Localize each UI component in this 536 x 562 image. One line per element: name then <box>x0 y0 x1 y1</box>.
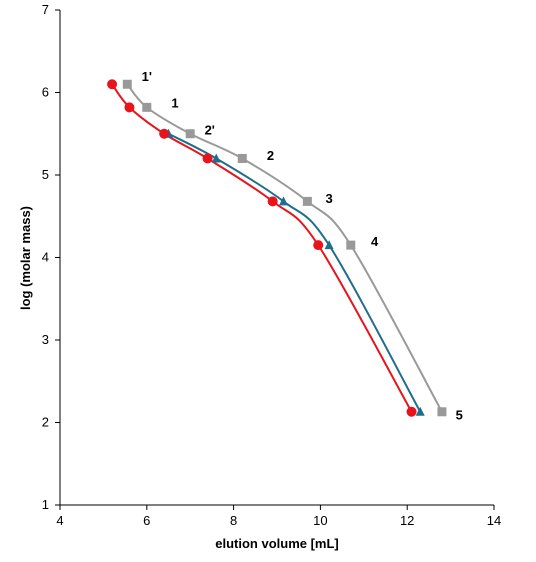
circle-series-curve <box>111 83 413 413</box>
x-tick-label: 10 <box>313 513 327 528</box>
triangle-marker <box>211 153 221 163</box>
y-tick-label: 4 <box>42 250 49 265</box>
point-label: 5 <box>456 407 463 422</box>
y-axis-title: log (molar mass) <box>18 206 33 310</box>
x-tick-label: 6 <box>143 513 150 528</box>
circle-marker <box>313 240 324 251</box>
y-tick-label: 5 <box>42 167 49 182</box>
circle-marker <box>406 406 417 417</box>
circle-marker <box>267 196 278 207</box>
point-label: 1 <box>171 95 178 110</box>
square-marker <box>122 79 132 89</box>
y-tick-label: 3 <box>42 332 49 347</box>
x-tick-label: 8 <box>230 513 237 528</box>
point-label: 3 <box>325 191 332 206</box>
square-marker <box>302 196 312 206</box>
point-labels: 1' 1 2' 2 3 4 5 <box>142 69 463 422</box>
triangle-marker <box>415 406 425 416</box>
circle-marker <box>107 79 118 90</box>
square-marker <box>142 102 152 112</box>
y-tick-label: 6 <box>42 85 49 100</box>
triangle-marker <box>324 240 334 250</box>
triangle-series-curve <box>168 132 422 413</box>
square-marker <box>346 240 356 250</box>
y-tick-label: 1 <box>42 497 49 512</box>
circle-marker <box>202 153 213 164</box>
y-tick-label: 2 <box>42 415 49 430</box>
x-tick-label: 12 <box>400 513 414 528</box>
triangle-marker <box>279 196 289 206</box>
markers <box>107 79 447 417</box>
point-label: 2' <box>205 123 215 138</box>
point-label: 2 <box>267 148 274 163</box>
point-label: 1' <box>142 69 152 84</box>
x-tick-label: 14 <box>487 513 501 528</box>
square-marker <box>437 407 447 417</box>
circle-marker <box>124 102 135 113</box>
square-marker <box>237 154 247 163</box>
x-axis-title: elution volume [mL] <box>215 536 339 551</box>
point-label: 4 <box>371 234 379 249</box>
x-tick-label: 4 <box>56 513 63 528</box>
square-marker <box>185 129 195 139</box>
y-tick-label: 7 <box>42 2 49 17</box>
circle-marker <box>159 128 170 139</box>
